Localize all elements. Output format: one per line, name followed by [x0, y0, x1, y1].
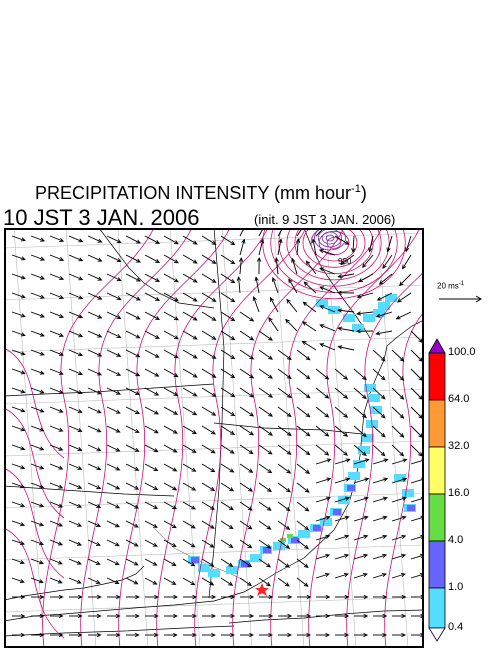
lat-lon-grid [4, 228, 424, 648]
map-canvas: 980 [4, 228, 424, 648]
valid-time: 10 JST 3 JAN. 2006 [3, 205, 200, 230]
title-close: ) [360, 183, 367, 203]
colorbar-tick: 64.0 [448, 393, 470, 405]
wind-vectors [11, 228, 424, 638]
colorbar-segment-32-64 [428, 399, 446, 448]
colorbar-segment-0.4-1 [428, 587, 446, 629]
colorbar-top-triangle [428, 338, 446, 354]
location-star-marker [255, 583, 269, 596]
colorbar-tick: 0.4 [448, 621, 464, 633]
chart-title: PRECIPITATION INTENSITY (mm hour-1) [35, 183, 367, 204]
pressure-contours [4, 228, 424, 648]
colorbar-bottom-triangle [428, 627, 446, 642]
colorbar-segment-16-32 [428, 446, 446, 495]
colorbar-tick: 4.0 [448, 534, 464, 546]
colorbar-tick: 32.0 [448, 440, 470, 452]
title-text: PRECIPITATION INTENSITY (mm hour [35, 183, 352, 203]
title-exponent: -1 [351, 183, 361, 195]
reference-vector-label: 20 ms-1 [437, 281, 485, 291]
colorbar [428, 338, 446, 642]
colorbar-segment-1-4 [428, 540, 446, 589]
colorbar-tick: 16.0 [448, 487, 470, 499]
reference-arrow-icon [439, 295, 482, 303]
colorbar-legend: 100.0 64.0 32.0 16.0 4.0 1.0 0.4 [428, 338, 498, 642]
admin-borders [4, 228, 363, 599]
reference-vector: 20 ms-1 [437, 281, 485, 309]
contour-label: 980 [338, 257, 352, 266]
colorbar-tick: 100.0 [448, 346, 476, 358]
colorbar-segment-64-100 [428, 352, 446, 401]
init-time: (init. 9 JST 3 JAN. 2006) [254, 212, 396, 227]
reference-vector-exponent: -1 [458, 281, 465, 287]
colorbar-segment-4-16 [428, 493, 446, 542]
map-panel: 980 [4, 228, 424, 648]
reference-vector-text: 20 ms [437, 281, 459, 291]
colorbar-tick: 1.0 [448, 581, 464, 593]
